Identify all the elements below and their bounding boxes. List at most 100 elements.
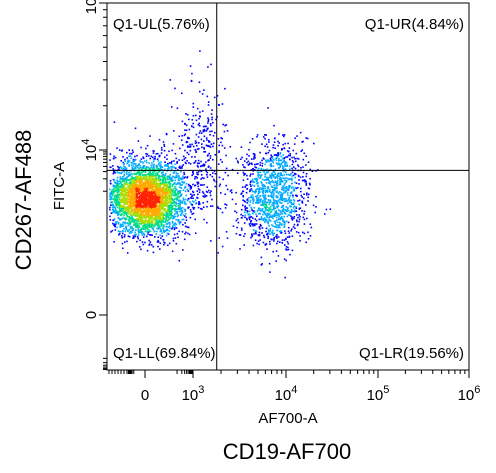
event-dot <box>150 164 152 167</box>
event-dot <box>131 198 134 200</box>
event-dot <box>261 218 263 221</box>
event-dot <box>265 189 267 192</box>
event-dot <box>291 156 293 159</box>
event-dot <box>129 209 131 212</box>
event-dot <box>303 152 306 155</box>
event-dot <box>257 240 260 242</box>
event-dot <box>286 236 289 238</box>
event-dot <box>257 199 260 202</box>
event-dot <box>162 219 165 222</box>
event-dot <box>295 160 297 163</box>
event-dot <box>206 186 209 188</box>
event-dot <box>139 220 141 223</box>
event-dot <box>244 216 246 219</box>
event-dot <box>148 243 151 245</box>
event-dot <box>269 243 271 245</box>
event-dot <box>133 209 136 211</box>
event-dot <box>252 168 254 170</box>
event-dot <box>167 176 170 178</box>
event-dot <box>116 179 118 182</box>
event-dot <box>138 200 140 202</box>
event-dot <box>282 177 284 179</box>
event-dot <box>181 207 184 209</box>
event-dot <box>173 233 176 236</box>
event-dot <box>176 176 178 179</box>
event-dot <box>138 207 141 210</box>
event-dot <box>170 207 172 209</box>
event-dot <box>219 183 221 186</box>
event-dot <box>126 162 128 165</box>
event-dot <box>112 188 115 190</box>
event-dot <box>246 178 249 180</box>
event-dot <box>163 145 166 147</box>
event-dot <box>255 223 258 225</box>
event-dot <box>127 186 129 189</box>
event-dot <box>252 229 255 231</box>
event-dot <box>264 185 266 188</box>
event-dot <box>151 211 154 214</box>
event-dot <box>129 184 132 186</box>
event-dot <box>270 195 273 197</box>
event-dot <box>264 196 266 199</box>
event-dot <box>152 160 155 163</box>
event-dot <box>270 238 272 241</box>
event-dot <box>109 182 112 185</box>
event-dot <box>260 181 262 183</box>
event-dot <box>131 179 134 181</box>
event-dot <box>255 190 258 193</box>
event-dot <box>137 140 140 142</box>
event-dot <box>300 187 302 190</box>
event-dot <box>191 156 193 158</box>
event-dot <box>289 185 292 187</box>
event-dot <box>190 211 192 213</box>
event-dot <box>290 205 292 208</box>
event-dot <box>187 190 190 192</box>
event-dot <box>255 232 257 235</box>
event-dot <box>163 229 165 232</box>
event-dot <box>185 194 187 197</box>
event-dot <box>270 196 273 198</box>
event-dot <box>281 161 283 164</box>
event-dot <box>276 187 278 190</box>
event-dot <box>288 196 291 199</box>
event-dot <box>114 225 116 227</box>
event-dot <box>191 174 193 177</box>
event-dot <box>298 199 301 202</box>
event-dot <box>149 157 152 160</box>
event-dot <box>132 212 134 215</box>
event-dot <box>297 223 299 226</box>
event-dot <box>177 220 180 223</box>
event-dot <box>111 190 113 192</box>
event-dot <box>166 206 169 208</box>
event-dot <box>287 202 289 205</box>
event-dot <box>286 208 288 211</box>
event-dot <box>165 181 167 184</box>
event-dot <box>302 231 304 234</box>
event-dot <box>211 198 213 201</box>
event-dot <box>266 248 268 250</box>
event-dot <box>181 202 184 204</box>
event-dot <box>133 221 135 223</box>
event-dot <box>143 187 146 190</box>
event-dot <box>262 202 264 205</box>
event-dot <box>282 198 285 200</box>
event-dot <box>146 235 148 238</box>
event-dot <box>131 166 133 169</box>
event-dot <box>130 197 133 200</box>
event-dot <box>143 220 145 222</box>
event-dot <box>124 193 126 195</box>
event-dot <box>251 194 254 196</box>
event-dot <box>290 215 292 217</box>
event-dot <box>272 196 275 199</box>
event-dot <box>187 183 190 186</box>
event-dot <box>123 197 126 199</box>
event-dot <box>110 212 113 215</box>
event-dot <box>252 180 254 182</box>
event-dot <box>133 237 135 239</box>
event-dot <box>224 171 227 174</box>
event-dot <box>130 232 132 234</box>
event-dot <box>156 209 159 212</box>
event-dot <box>120 185 122 187</box>
event-dot <box>155 174 158 177</box>
event-dot <box>198 201 200 203</box>
